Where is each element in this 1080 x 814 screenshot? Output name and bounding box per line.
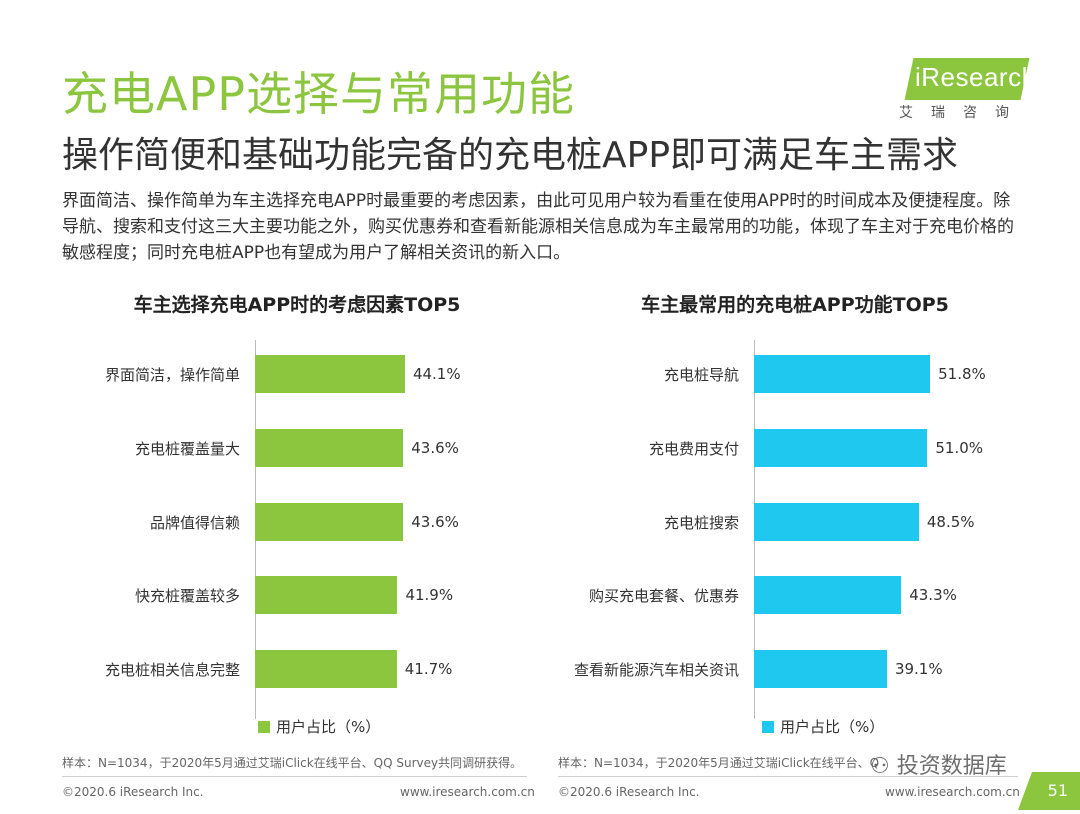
right-bar-chart: 充电桩导航 51.8% 充电费用支付 51.0% 充电桩搜索 48.5% 购买充电套餐、优惠… [540, 0, 1080, 810]
left-category-label: 品牌值得信赖 [149, 513, 240, 532]
page-title: 充电APP选择与常用功能 [62, 67, 575, 121]
right-value-label: 51.0% [935, 438, 984, 457]
intro-paragraph: 界面简洁、操作简单为车主选择充电APP时最重要的考虑因素，由此可见用户较为看重在… [62, 191, 1014, 263]
left-footer-divider [62, 776, 527, 777]
right-footer-divider [558, 776, 1018, 777]
right-sample-note: 样本：N=1034，于2020年5月通过艾瑞iClick在线平台、Q [558, 756, 880, 770]
right-category-label: 充电费用支付 [648, 439, 739, 458]
right-legend: 用户占比（%） [762, 716, 884, 737]
watermark: ⚇ 投资数据库 [870, 748, 1007, 780]
legend-swatch-green [258, 721, 270, 733]
left-bar [255, 576, 398, 615]
right-category-label: 充电桩导航 [663, 366, 739, 384]
right-value-label: 43.3% [909, 586, 957, 605]
right-copyright: ©2020.6 iResearch Inc. [558, 785, 700, 799]
left-category-label: 充电桩相关信息完整 [104, 661, 240, 680]
legend-swatch-blue [762, 721, 774, 733]
left-bar [255, 650, 397, 689]
left-category-label: 界面简洁，操作简单 [104, 366, 240, 384]
left-sample-note: 样本：N=1034，于2020年5月通过艾瑞iClick在线平台、QQ Surv… [62, 756, 523, 770]
right-value-label: 48.5% [926, 512, 975, 531]
left-value-label: 44.1% [412, 365, 461, 383]
watermark-text: 投资数据库 [896, 754, 1007, 779]
left-legend-label: 用户占比（%） [276, 718, 381, 736]
left-category-label: 快充桩覆盖较多 [134, 587, 240, 606]
left-value-label: 41.7% [404, 660, 453, 679]
corner-shape [1018, 772, 1080, 810]
logo-brand: iResearch [915, 62, 1037, 92]
right-chart-title: 车主最常用的充电桩APP功能TOP5 [641, 294, 949, 316]
iresearch-logo: iResearch 艾瑞咨询 [895, 58, 1036, 122]
left-bar [255, 502, 404, 541]
left-chart-title: 车主选择充电APP时的考虑因素TOP5 [133, 294, 461, 316]
left-legend: 用户占比（%） [258, 716, 380, 737]
right-bar [754, 355, 931, 393]
right-url[interactable]: www.iresearch.com.cn [885, 785, 1020, 799]
left-url[interactable]: www.iresearch.com.cn [400, 785, 535, 799]
right-category-label: 购买充电套餐、优惠券 [588, 587, 739, 606]
page-number: 51 [1047, 781, 1068, 800]
wechat-icon: ⚇ [870, 754, 890, 779]
left-value-label: 41.9% [405, 586, 454, 605]
left-bar-chart: 界面简洁，操作简单 44.1% 充电桩覆盖量大 43.6% 品牌值得信赖 43.6% 快充桩… [0, 0, 540, 810]
right-bar [754, 650, 887, 689]
right-category-label: 查看新能源汽车相关资讯 [573, 661, 739, 680]
right-bar [754, 502, 919, 541]
left-bar [255, 428, 404, 467]
right-category-label: 充电桩搜索 [663, 513, 739, 532]
logo-cn: 艾瑞咨询 [899, 105, 1027, 121]
page-subtitle: 操作简便和基础功能完备的充电桩APP即可满足车主需求 [62, 135, 959, 176]
left-bar [255, 355, 405, 393]
right-bar [754, 428, 928, 467]
right-value-label: 39.1% [894, 660, 943, 679]
left-value-label: 43.6% [411, 438, 459, 457]
right-legend-label: 用户占比（%） [780, 718, 885, 736]
left-value-label: 43.6% [411, 512, 459, 531]
right-bar [754, 576, 902, 615]
left-copyright: ©2020.6 iResearch Inc. [62, 785, 204, 799]
page-number-corner: 51 [1018, 772, 1080, 810]
right-value-label: 51.8% [938, 365, 986, 383]
left-category-label: 充电桩覆盖量大 [134, 439, 240, 458]
